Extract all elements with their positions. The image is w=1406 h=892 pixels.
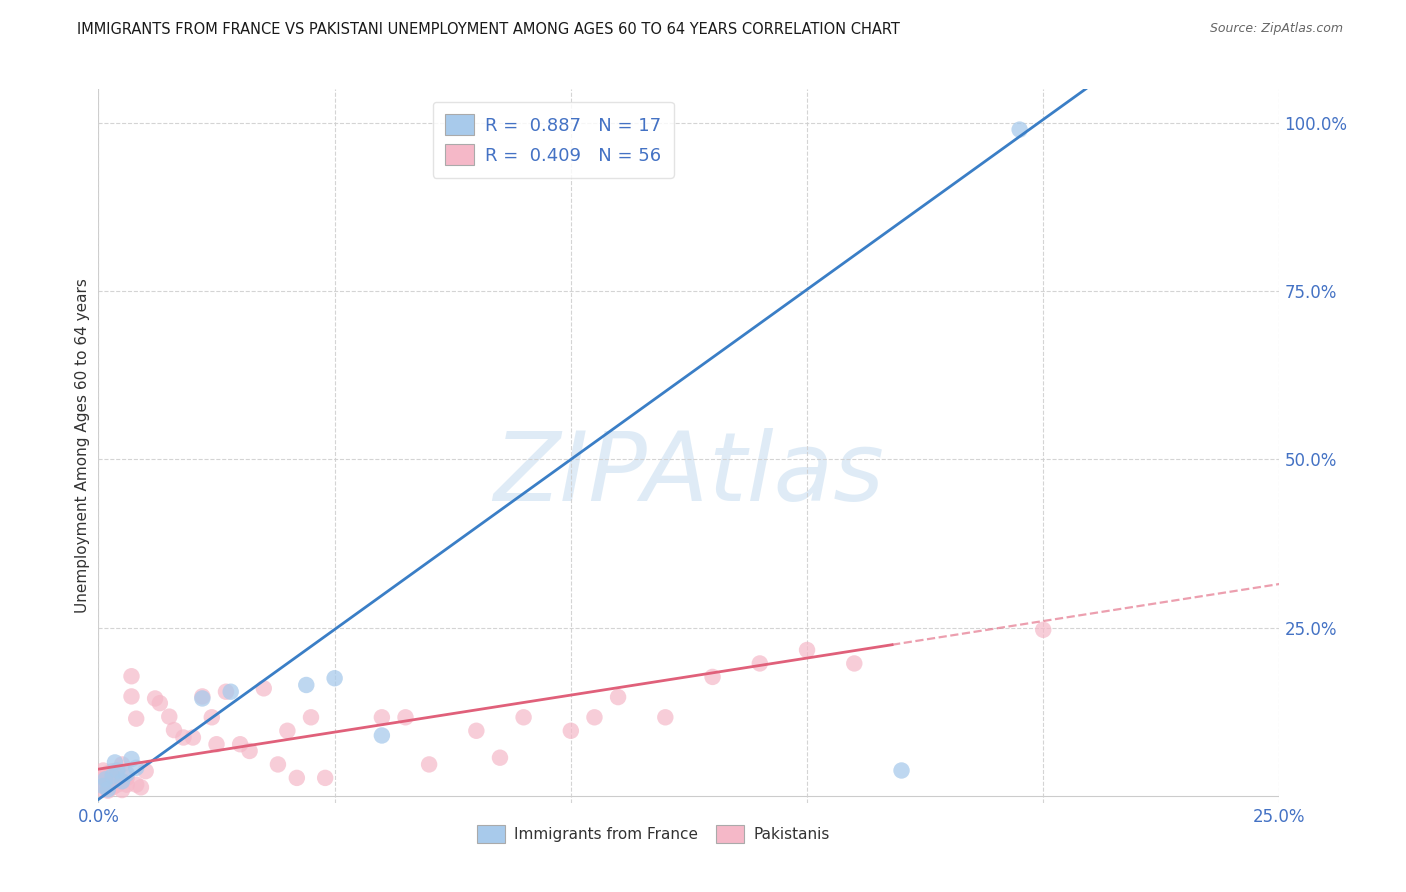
Point	[371, 710, 394, 724]
Point	[465, 723, 488, 738]
Point	[97, 766, 120, 780]
Point	[121, 752, 143, 766]
Point	[229, 737, 252, 751]
Point	[560, 723, 582, 738]
Point	[135, 764, 157, 779]
Point	[101, 780, 124, 795]
Point	[104, 756, 127, 770]
Point	[91, 779, 114, 793]
Text: ZIPAtlas: ZIPAtlas	[494, 428, 884, 521]
Point	[111, 783, 134, 797]
Point	[101, 774, 124, 789]
Point	[201, 710, 224, 724]
Point	[125, 761, 148, 775]
Point	[253, 681, 276, 696]
Point	[239, 744, 262, 758]
Point	[115, 771, 138, 785]
Point	[91, 764, 114, 778]
Point	[143, 691, 166, 706]
Point	[115, 767, 138, 781]
Point	[890, 764, 912, 778]
Point	[157, 709, 180, 723]
Point	[702, 670, 724, 684]
Point	[91, 770, 114, 784]
Point	[285, 771, 308, 785]
Point	[607, 690, 630, 705]
Point	[111, 757, 134, 772]
Point	[91, 777, 114, 791]
Point	[105, 778, 128, 792]
Point	[129, 780, 152, 795]
Point	[323, 671, 346, 685]
Point	[191, 690, 214, 704]
Point	[105, 764, 128, 778]
Point	[163, 723, 186, 737]
Legend: Immigrants from France, Pakistanis: Immigrants from France, Pakistanis	[471, 819, 835, 848]
Point	[121, 690, 143, 704]
Point	[121, 669, 143, 683]
Text: Source: ZipAtlas.com: Source: ZipAtlas.com	[1209, 22, 1343, 36]
Point	[111, 774, 134, 789]
Y-axis label: Unemployment Among Ages 60 to 64 years: Unemployment Among Ages 60 to 64 years	[75, 278, 90, 614]
Point	[101, 769, 124, 783]
Text: IMMIGRANTS FROM FRANCE VS PAKISTANI UNEMPLOYMENT AMONG AGES 60 TO 64 YEARS CORRE: IMMIGRANTS FROM FRANCE VS PAKISTANI UNEM…	[77, 22, 900, 37]
Point	[97, 782, 120, 797]
Point	[219, 684, 242, 698]
Point	[489, 750, 512, 764]
Point	[796, 643, 818, 657]
Point	[299, 710, 322, 724]
Point	[844, 657, 866, 671]
Point	[105, 770, 128, 784]
Point	[172, 731, 194, 745]
Point	[654, 710, 676, 724]
Point	[125, 712, 148, 726]
Point	[512, 710, 534, 724]
Point	[101, 764, 124, 779]
Point	[97, 783, 120, 797]
Point	[94, 772, 117, 787]
Point	[583, 710, 606, 724]
Point	[205, 737, 228, 751]
Point	[276, 723, 298, 738]
Point	[191, 691, 214, 706]
Point	[314, 771, 336, 785]
Point	[215, 684, 238, 698]
Point	[371, 729, 394, 743]
Point	[1008, 122, 1031, 136]
Point	[149, 696, 172, 710]
Point	[97, 774, 120, 789]
Point	[181, 731, 204, 745]
Point	[748, 657, 770, 671]
Point	[125, 778, 148, 792]
Point	[394, 710, 416, 724]
Point	[267, 757, 290, 772]
Point	[1032, 623, 1054, 637]
Point	[115, 778, 138, 792]
Point	[111, 774, 134, 789]
Point	[418, 757, 440, 772]
Point	[295, 678, 318, 692]
Point	[91, 782, 114, 797]
